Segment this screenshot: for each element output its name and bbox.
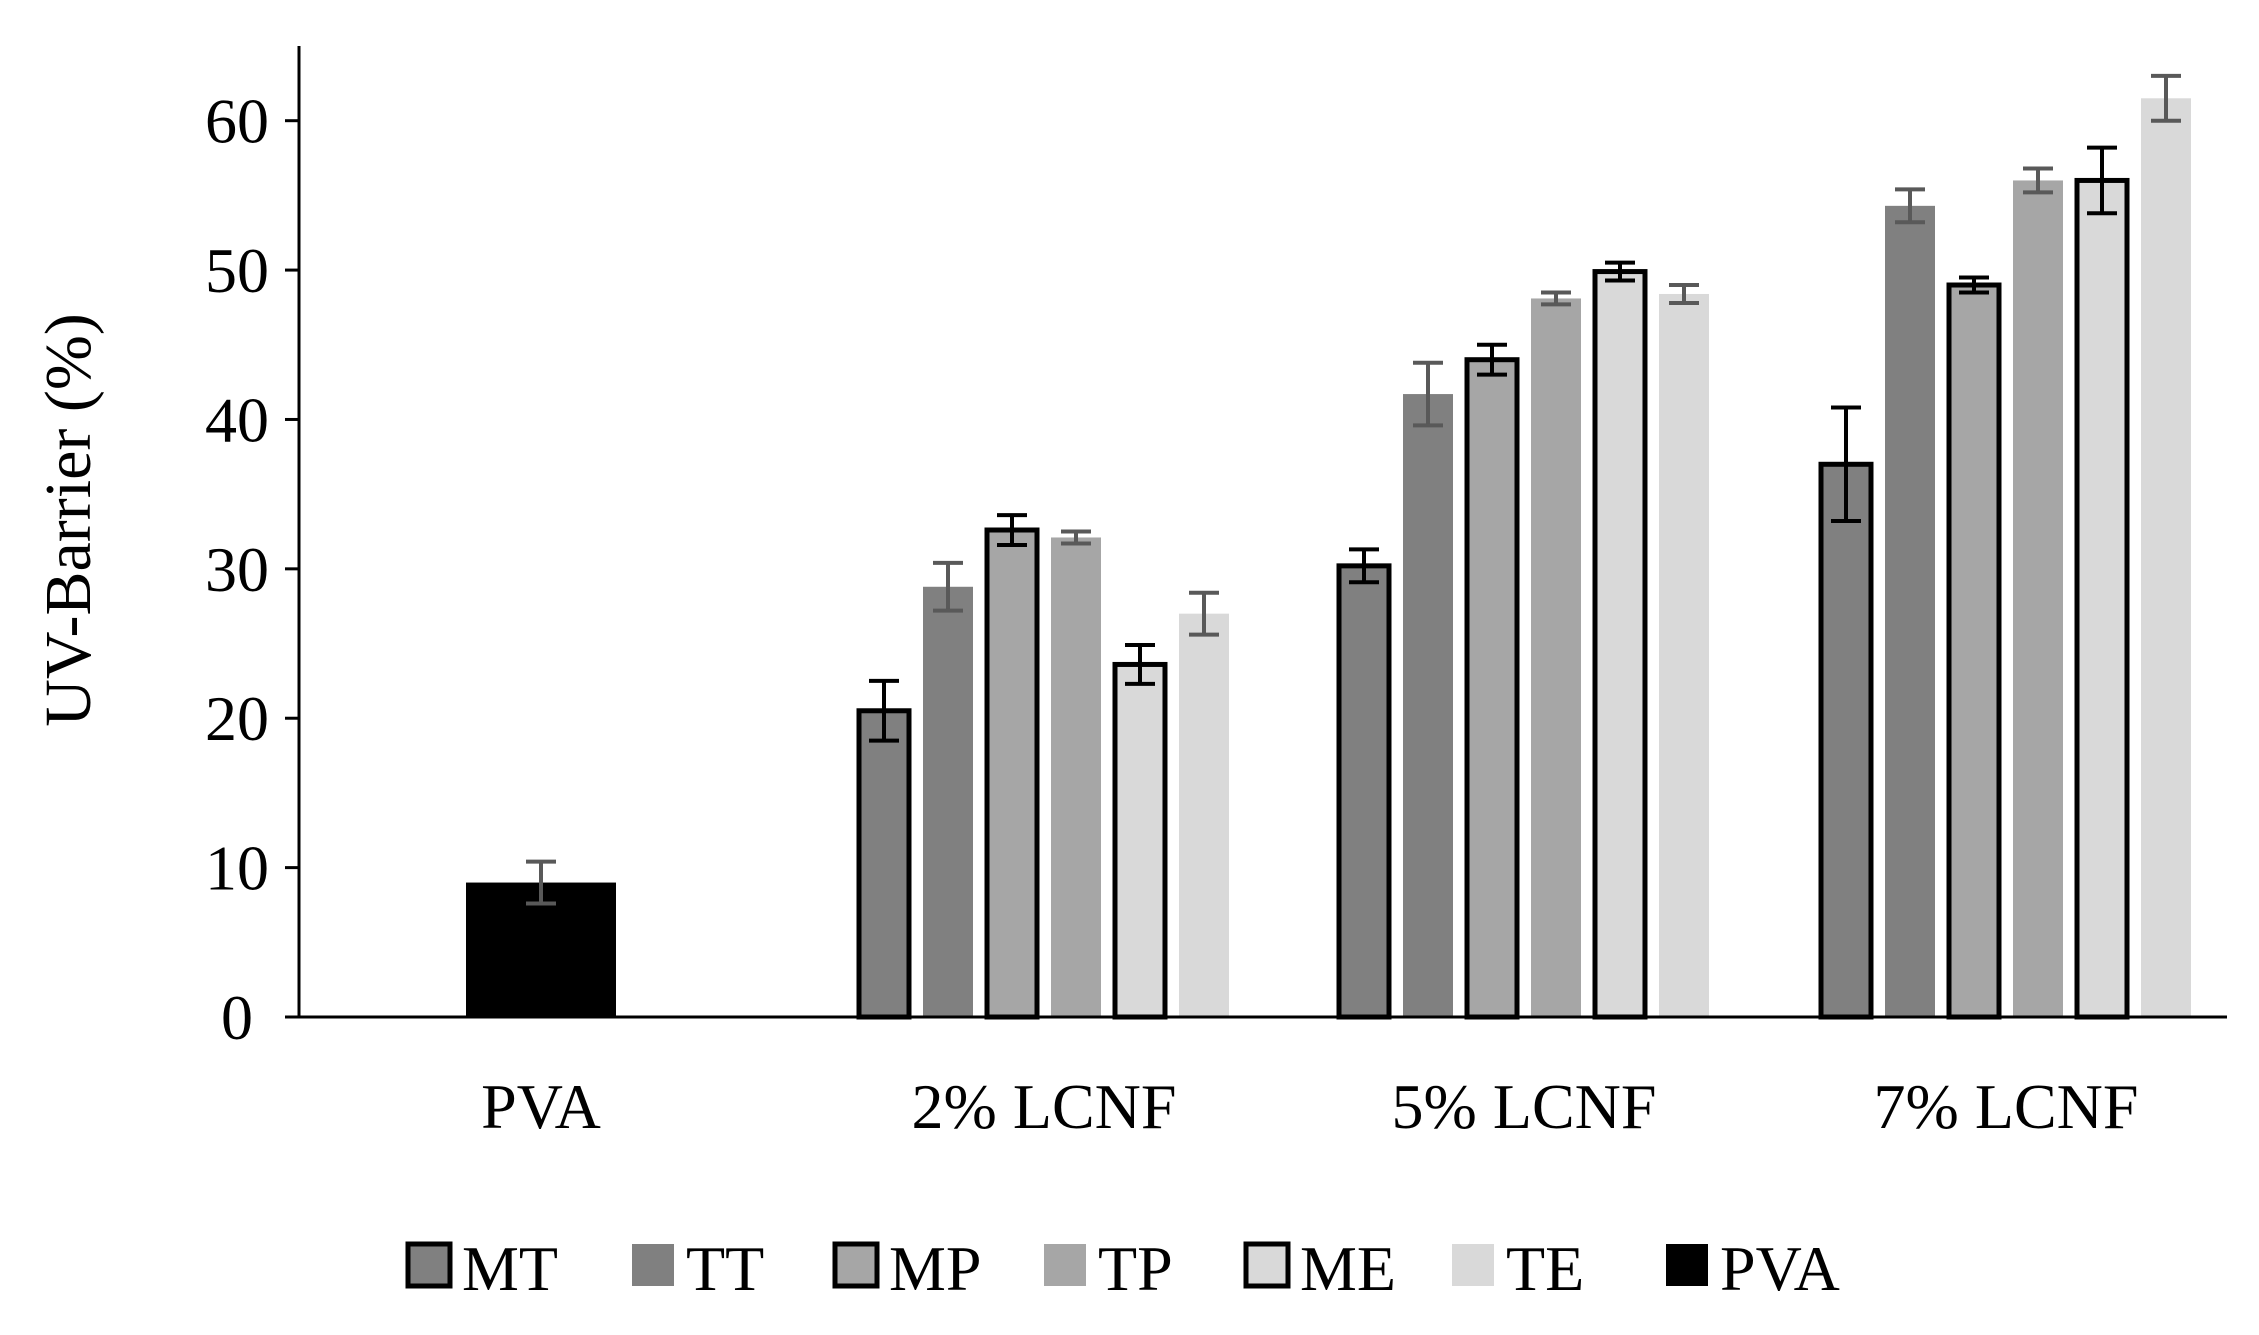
legend-label-tp: TP <box>1098 1233 1173 1304</box>
error-bar-mp-5pct-lcnf <box>1477 342 1507 377</box>
legend: MT TT MP TP ME TE PVA <box>405 1233 1840 1304</box>
y-tick-label-0: 0 <box>221 982 253 1053</box>
y-tick-label-10: 10 <box>205 833 269 904</box>
y-axis-title: UV-Barrier (%) <box>32 313 105 727</box>
error-bar-me-7pct-lcnf <box>2087 145 2117 216</box>
legend-swatch-tt <box>632 1244 674 1286</box>
bar-tt-5pct-lcnf <box>1403 394 1453 1017</box>
error-bar-mt-5pct-lcnf <box>1349 547 1379 585</box>
y-tick-label-20: 20 <box>205 683 269 754</box>
error-bar-mt-2pct-lcnf <box>869 678 899 743</box>
legend-swatch-tp <box>1044 1244 1086 1286</box>
legend-swatch-me <box>1243 1241 1291 1289</box>
y-tick-label-40: 40 <box>205 384 269 455</box>
error-bar-te-2pct-lcnf <box>1189 590 1219 637</box>
bar-mp-7pct-lcnf <box>1946 282 2002 1020</box>
x-category-label-2pct-lcnf: 2% LCNF <box>912 1071 1177 1142</box>
legend-label-pva: PVA <box>1720 1233 1840 1304</box>
bar-tp-7pct-lcnf <box>2013 180 2063 1017</box>
legend-label-tt: TT <box>686 1233 764 1304</box>
error-bar-tp-5pct-lcnf <box>1541 290 1571 307</box>
bar-me-7pct-lcnf <box>2074 177 2130 1020</box>
bar-mp-5pct-lcnf <box>1464 357 1520 1020</box>
legend-swatch-te <box>1452 1244 1494 1286</box>
error-bar-mp-7pct-lcnf <box>1959 275 1989 295</box>
error-bar-te-5pct-lcnf <box>1669 283 1699 305</box>
y-tick-label-60: 60 <box>205 86 269 157</box>
legend-swatch-pva <box>1666 1244 1708 1286</box>
bar-mt-7pct-lcnf <box>1818 461 1874 1020</box>
error-bar-tt-5pct-lcnf <box>1413 360 1443 428</box>
error-bar-te-7pct-lcnf <box>2151 73 2181 123</box>
y-tick-label-50: 50 <box>205 235 269 306</box>
legend-label-te: TE <box>1506 1233 1584 1304</box>
bar-te-5pct-lcnf <box>1659 293 1709 1017</box>
bar-me-2pct-lcnf <box>1112 661 1168 1020</box>
error-bar-group <box>526 73 2181 906</box>
x-category-label-7pct-lcnf: 7% LCNF <box>1874 1071 2139 1142</box>
bar-tp-2pct-lcnf <box>1051 537 1101 1017</box>
bar-te-7pct-lcnf <box>2141 98 2191 1018</box>
error-bar-tp-7pct-lcnf <box>2023 166 2053 195</box>
error-bar-mp-2pct-lcnf <box>997 513 1027 547</box>
legend-label-mt: MT <box>462 1233 558 1304</box>
bar-mp-2pct-lcnf <box>984 527 1040 1020</box>
error-bar-tt-7pct-lcnf <box>1895 187 1925 225</box>
error-bar-tp-2pct-lcnf <box>1061 529 1091 546</box>
bar-mt-5pct-lcnf <box>1336 563 1392 1020</box>
legend-swatch-mt <box>405 1241 453 1289</box>
error-bar-mt-7pct-lcnf <box>1831 405 1861 524</box>
legend-swatch-mp <box>832 1241 880 1289</box>
x-axis-categories: PVA 2% LCNF 5% LCNF 7% LCNF <box>481 1071 2138 1142</box>
bar-tt-7pct-lcnf <box>1885 205 1935 1017</box>
bar-mt-2pct-lcnf <box>856 708 912 1020</box>
error-bar-me-5pct-lcnf <box>1605 260 1635 283</box>
y-axis-ticks: 0 10 20 30 40 50 60 <box>205 86 299 1053</box>
axes <box>297 46 2227 1019</box>
legend-label-me: ME <box>1300 1233 1396 1304</box>
x-category-label-5pct-lcnf: 5% LCNF <box>1392 1071 1657 1142</box>
error-bar-me-2pct-lcnf <box>1125 643 1155 686</box>
bar-me-5pct-lcnf <box>1592 269 1648 1020</box>
bar-te-2pct-lcnf <box>1179 613 1229 1017</box>
legend-label-mp: MP <box>889 1233 982 1304</box>
y-tick-label-30: 30 <box>205 534 269 605</box>
error-bar-pva-pva <box>526 859 556 906</box>
bar-tt-2pct-lcnf <box>923 586 973 1017</box>
x-category-label-pva: PVA <box>481 1071 601 1142</box>
y-axis-title-group: UV-Barrier (%) <box>32 313 105 727</box>
bar-group <box>466 98 2191 1020</box>
bar-tp-5pct-lcnf <box>1531 298 1581 1018</box>
error-bar-tt-2pct-lcnf <box>933 560 963 613</box>
